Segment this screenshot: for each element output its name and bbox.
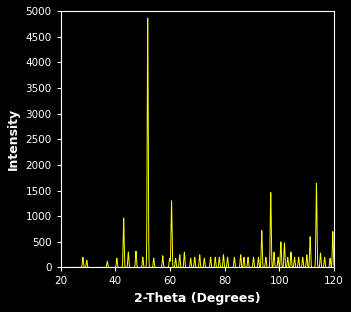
X-axis label: 2-Theta (Degrees): 2-Theta (Degrees) — [134, 292, 261, 305]
Y-axis label: Intensity: Intensity — [7, 108, 20, 170]
